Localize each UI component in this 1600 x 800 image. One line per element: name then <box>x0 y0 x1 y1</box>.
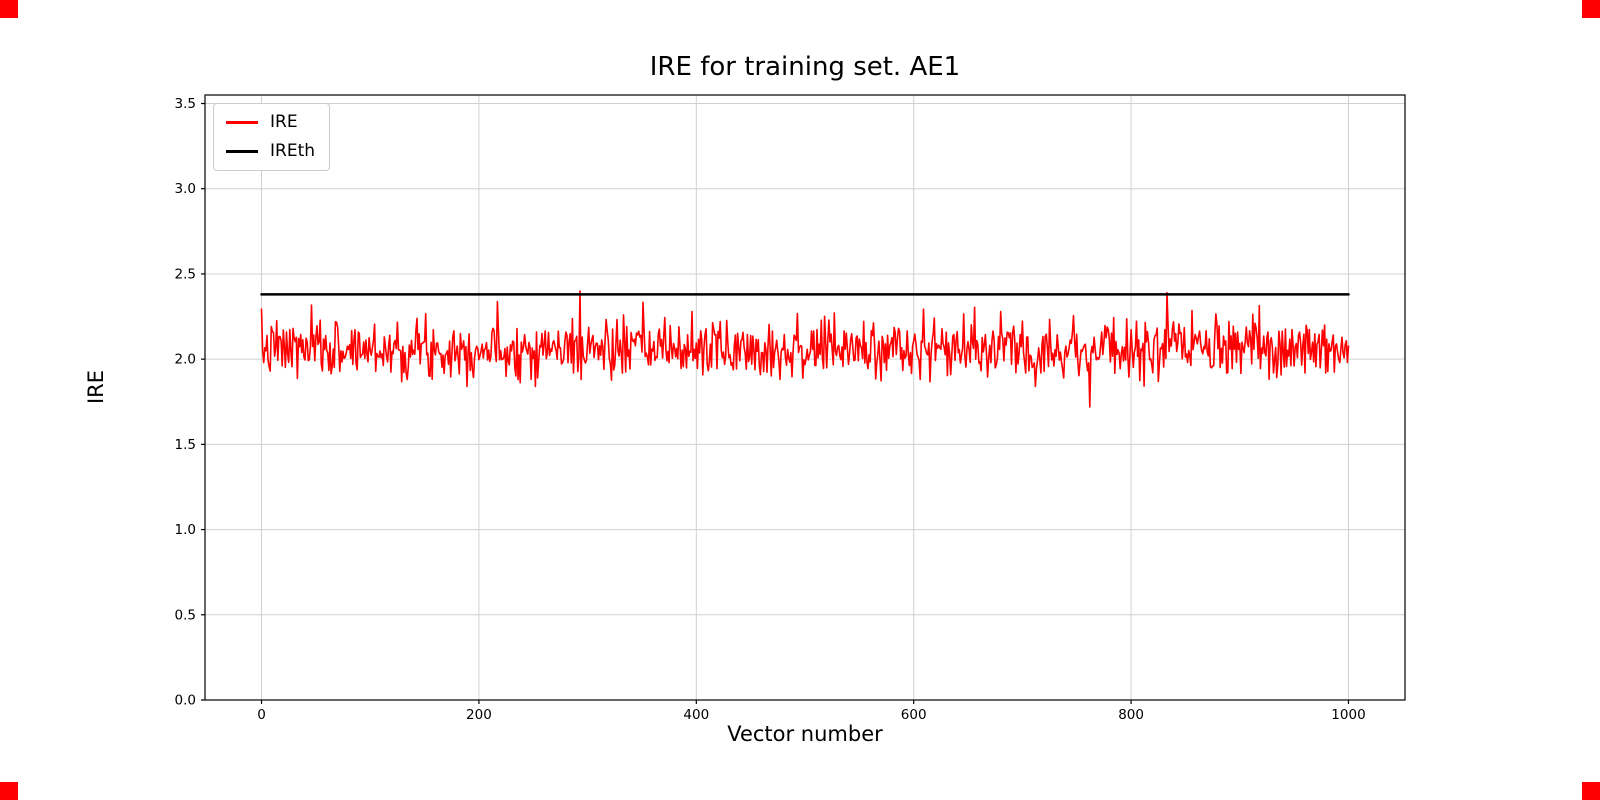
legend-entry-ire: IRE <box>226 114 315 131</box>
x-tick-label: 600 <box>901 707 927 723</box>
y-tick-label: 0.0 <box>175 693 196 709</box>
chart-title: IRE for training set. AE1 <box>649 52 961 82</box>
legend-entry-ireth: IREth <box>226 143 315 160</box>
legend-label-ireth: IREth <box>270 141 316 161</box>
x-tick-label: 0 <box>257 707 266 723</box>
legend-line-ireth <box>226 150 258 153</box>
legend: IRE IREth <box>213 103 331 171</box>
plot-border <box>204 94 1406 701</box>
x-axis-label: Vector number <box>727 722 883 746</box>
series-line-ire <box>260 290 1350 408</box>
y-tick-label: 2.5 <box>175 266 196 282</box>
y-tick-label: 0.5 <box>175 607 196 623</box>
fiducial-marker-bottom-left <box>0 782 18 800</box>
fiducial-marker-bottom-right <box>1582 782 1600 800</box>
fiducial-marker-top-left <box>0 0 18 18</box>
fiducial-marker-top-right <box>1582 0 1600 18</box>
y-tick-label: 3.5 <box>175 96 196 112</box>
x-tick-label: 1000 <box>1331 707 1365 723</box>
x-tick-label: 200 <box>466 707 492 723</box>
y-axis-label: IRE <box>84 369 108 405</box>
y-tick-label: 2.0 <box>175 352 196 368</box>
legend-line-ire <box>226 121 258 124</box>
x-tick-label: 400 <box>683 707 709 723</box>
y-tick-label: 3.0 <box>175 181 196 197</box>
y-tick-label: 1.5 <box>175 437 196 453</box>
y-tick-label: 1.0 <box>175 522 196 538</box>
x-tick-label: 800 <box>1118 707 1144 723</box>
legend-label-ire: IRE <box>270 112 298 132</box>
